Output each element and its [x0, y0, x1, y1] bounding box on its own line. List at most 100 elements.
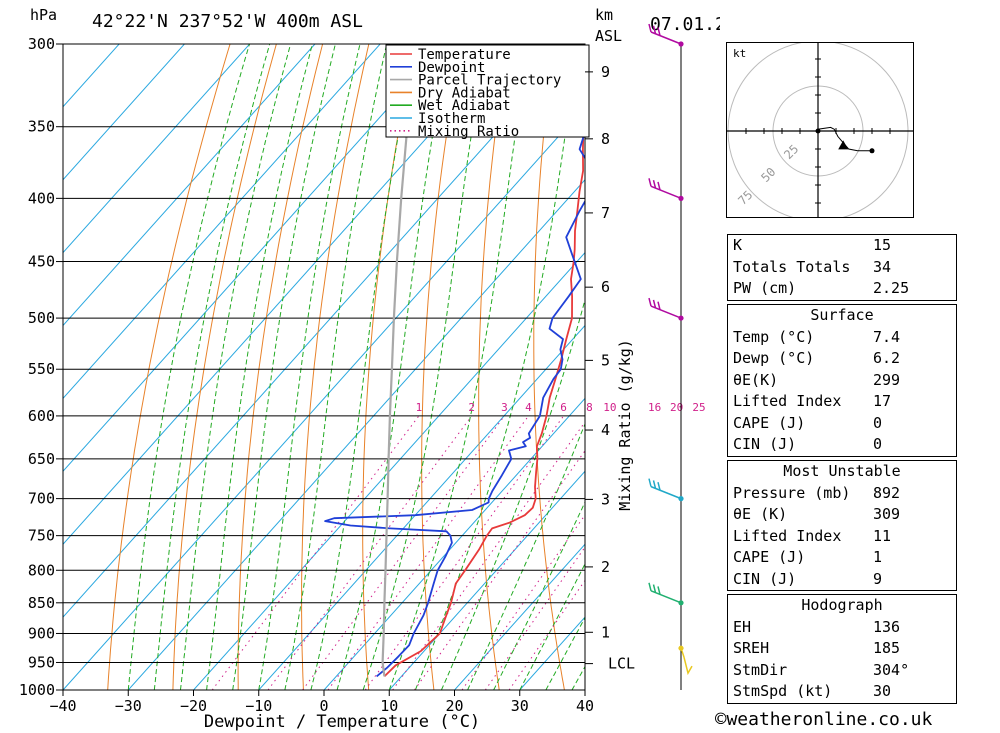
km-tick-label: 7	[601, 204, 610, 222]
mixing-ratio-label: 3	[501, 401, 508, 414]
pressure-tick-label: 400	[28, 189, 55, 207]
most-unstable-title: Most Unstable	[783, 462, 901, 480]
k-index-row: K 15	[728, 235, 956, 257]
mixing-ratio-label: 6	[560, 401, 567, 414]
eh-row: EH 136	[733, 617, 901, 636]
pressure-tick-label: 450	[28, 253, 55, 271]
pressure-tick-label: 850	[28, 594, 55, 612]
mixing-ratio-line	[413, 449, 585, 690]
precipitable-water-value: 2.25	[873, 279, 910, 297]
mixing-ratio-label: 4	[525, 401, 532, 414]
surface-dewp-row: Dewp (°C) 6.2	[733, 349, 901, 367]
pressure-tick-label: 500	[28, 309, 55, 327]
temperature-tick-label: −20	[180, 697, 207, 715]
hodograph-ring-label: 50	[758, 165, 778, 185]
mu-cape-row: CAPE (J) 1	[733, 548, 883, 566]
isotherm-line	[127, 178, 585, 690]
hodograph-unit-label: kt	[733, 47, 746, 60]
isotherm-line	[63, 44, 381, 400]
pressure-tick-label: 800	[28, 561, 55, 579]
pressure-tick-label: 350	[28, 118, 55, 136]
wind-barb	[648, 478, 682, 500]
isotherm-line	[63, 44, 251, 254]
dry-adiabat-line	[689, 7, 720, 690]
km-tick-label: LCL	[608, 655, 635, 673]
mixing-ratio-line	[364, 415, 565, 690]
surface-title: Surface	[810, 306, 874, 324]
mixing-ratio-label: 16	[648, 401, 661, 414]
legend-label: Dewpoint	[418, 60, 485, 76]
mixing-ratio-line	[461, 514, 585, 690]
most-unstable-box: Most Unstable Pressure (mb) 892 θE (K) 309…	[727, 460, 957, 591]
mixing-ratio-label: 1	[416, 401, 423, 414]
mixing-ratio-line	[484, 546, 585, 690]
totals-totals-value: 34	[873, 257, 892, 276]
isotherm-line	[453, 543, 585, 690]
km-tick-label: 3	[601, 490, 610, 508]
surface-box: Surface Temp (°C) 7.4 Dewp (°C) 6.2 θE(K) 2…	[727, 304, 957, 457]
mu-lifted-index-row: Lifted Index 11	[733, 526, 892, 545]
wind-barb	[648, 23, 682, 45]
pressure-tick-label: 650	[28, 450, 55, 468]
legend-label: Temperature	[418, 47, 511, 63]
parcel-trajectory-line	[381, 44, 421, 677]
isotherm-line	[63, 44, 120, 108]
wet-adiabat-line	[493, 501, 585, 690]
dry-adiabat-line	[172, 44, 277, 690]
mixing-ratio-axis-label: Mixing Ratio (g/kg)	[616, 339, 634, 511]
pressure-tick-label: 700	[28, 490, 55, 508]
k-index-value: 15	[873, 236, 892, 254]
asl-label: ASL	[595, 27, 622, 45]
legend-label: Isotherm	[418, 111, 485, 127]
temperature-tick-label: −10	[245, 697, 272, 715]
isotherm-line	[63, 44, 186, 181]
temperature-line	[383, 44, 585, 678]
dry-adiabat-line	[639, 7, 695, 690]
surface-cin-row: CIN (J) 0	[733, 435, 883, 453]
pressure-tick-label: 300	[28, 35, 55, 53]
wind-barb	[648, 582, 682, 604]
totals-totals-row: Totals Totals 34	[728, 257, 956, 279]
hodograph-ring-label: 75	[735, 188, 755, 208]
hodograph-stats-box: Hodograph EH 136 SREH 185 StmDir 304° StmSp…	[727, 594, 957, 704]
hodograph-end-dot	[869, 148, 875, 154]
mixing-ratio-line	[392, 421, 585, 690]
pressure-tick-label: 900	[28, 624, 55, 642]
wet-adiabat-line	[206, 44, 313, 690]
km-tick-label: 9	[601, 63, 610, 81]
hodograph-trace	[817, 126, 872, 152]
km-tick-label: 2	[601, 558, 610, 576]
surface-theta-row: θE(K) 299	[733, 370, 901, 389]
mixing-ratio-label: 20	[670, 401, 683, 414]
mu-cin-row: CIN (J) 9	[733, 569, 883, 588]
temperature-tick-label: −30	[115, 697, 142, 715]
isotherm-line	[388, 470, 585, 690]
legend-label: Wet Adiabat	[418, 98, 511, 114]
mixing-ratio-line	[508, 579, 585, 690]
mixing-ratio-label: 2	[468, 401, 475, 414]
surface-cape-row: CAPE (J) 0	[733, 413, 883, 432]
pressure-unit-label: hPa	[30, 6, 57, 24]
isotherm-line	[323, 397, 585, 690]
isotherm-line	[63, 44, 316, 327]
temperature-tick-label: 30	[511, 697, 529, 715]
x-axis-label: Dewpoint / Temperature (°C)	[204, 712, 480, 732]
credit-link[interactable]: ©weatheronline.co.uk	[715, 708, 932, 730]
hodograph-ring-label: 25	[781, 142, 801, 162]
temperature-tick-label: 20	[445, 697, 463, 715]
precipitable-water-row: PW (cm) 2.25	[728, 278, 956, 300]
legend-label: Dry Adiabat	[418, 85, 511, 101]
mixing-ratio-line	[267, 415, 473, 690]
pressure-tick-label: 1000	[19, 681, 55, 699]
temperature-tick-label: 10	[380, 697, 398, 715]
storm-direction-row: StmDir 304°	[733, 660, 910, 679]
wet-adiabat-line	[127, 44, 251, 690]
km-tick-label: 4	[601, 421, 610, 439]
temperature-tick-label: 40	[576, 697, 594, 715]
dry-adiabat-line	[301, 44, 370, 690]
sreh-row: SREH 185	[733, 639, 901, 657]
pressure-tick-label: 950	[28, 653, 55, 671]
km-tick-label: 5	[601, 351, 610, 369]
surface-lifted-index-row: Lifted Index 17	[733, 392, 892, 410]
